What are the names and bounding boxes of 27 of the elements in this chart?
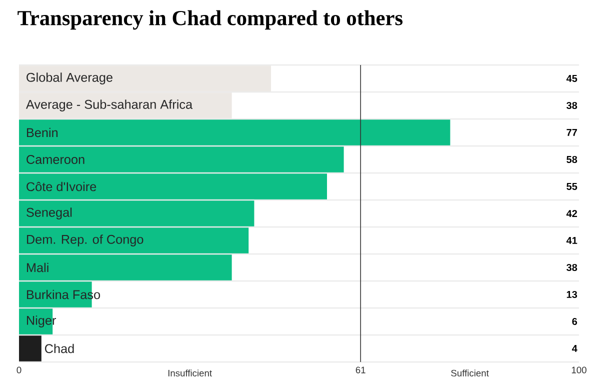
- data-label: 42: [566, 210, 577, 217]
- y-tick-label: Global Average: [26, 72, 112, 84]
- data-label: 58: [566, 156, 578, 164]
- y-tick-label: Benin: [26, 128, 58, 138]
- y-tick-label: Average - Sub-saharan Africa: [26, 100, 193, 112]
- y-tick-label: Chad: [44, 344, 74, 354]
- y-tick-label: Cameroon: [26, 155, 84, 164]
- data-label: 38: [566, 102, 578, 110]
- chart-title: Transparency in Chad compared to others: [18, 10, 403, 30]
- text: Sufficient: [451, 370, 489, 376]
- x-tick-label: 0: [16, 366, 22, 374]
- y-tick-label: Mali: [26, 262, 48, 272]
- data-label: 13: [566, 290, 578, 298]
- data-label: 55: [566, 183, 578, 190]
- y-tick-label: Dem. Rep. of Congo: [26, 234, 144, 246]
- y-tick-label: Senegal: [26, 208, 72, 220]
- data-label: 77: [566, 129, 577, 136]
- data-label: 38: [566, 264, 578, 272]
- text: Insufficient: [168, 370, 212, 376]
- bar: [19, 336, 42, 362]
- data-label: 4: [572, 345, 578, 352]
- data-label: 6: [572, 318, 578, 326]
- data-label: 41: [566, 237, 578, 244]
- data-label: 45: [566, 75, 578, 82]
- y-tick-label: Côte d'Ivoire: [26, 182, 96, 192]
- x-tick-label: 61: [356, 366, 366, 374]
- x-tick-label: 100: [572, 366, 586, 374]
